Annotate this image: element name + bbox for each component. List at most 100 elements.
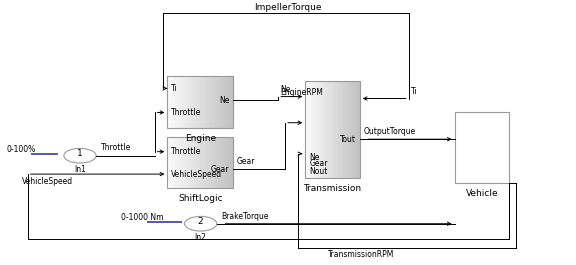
Bar [358,81,361,178]
Bar [194,137,196,188]
Text: Gear: Gear [309,159,328,168]
Text: VehicleSpeed: VehicleSpeed [22,178,73,187]
Bar [197,137,199,188]
Bar [351,81,354,178]
Bar [185,76,188,128]
Bar [174,76,176,128]
Bar [332,81,335,178]
Text: TransmissionRPM: TransmissionRPM [328,250,395,259]
Bar [230,137,232,188]
Bar [312,81,314,178]
Bar [313,81,316,178]
Bar [210,76,213,128]
Bar [172,137,175,188]
Bar [305,81,360,178]
Text: ShiftLogic: ShiftLogic [178,194,223,203]
Bar [170,76,173,128]
Bar [349,81,351,178]
Text: Throttle: Throttle [101,143,132,152]
Text: VehicleSpeed: VehicleSpeed [171,170,222,179]
Bar [180,137,183,188]
Bar [215,137,218,188]
Bar [209,76,211,128]
Bar [220,137,222,188]
Bar [202,137,204,188]
Bar [197,76,199,128]
Bar [223,137,226,188]
Bar [305,81,307,178]
Bar [200,137,203,188]
Bar [309,81,311,178]
Text: 0-1000 Nm: 0-1000 Nm [122,213,164,222]
Bar [308,81,310,178]
Circle shape [64,148,96,163]
Bar [315,81,317,178]
Bar [189,137,191,188]
Bar [324,81,326,178]
Text: Throttle: Throttle [171,108,202,117]
Bar [356,81,358,178]
Bar [199,76,201,128]
Text: EngineRPM: EngineRPM [280,88,323,97]
Bar [319,81,321,178]
Bar [334,81,336,178]
Bar [207,76,209,128]
Bar [205,137,207,188]
Bar [195,76,198,128]
Circle shape [184,217,217,231]
Text: Gear: Gear [211,165,229,174]
Bar [191,137,193,188]
Bar [184,76,186,128]
Bar [335,81,337,178]
Bar [346,81,348,178]
Bar [187,137,190,188]
Bar [342,81,344,178]
Bar [454,112,509,183]
Bar [306,81,309,178]
Bar [189,76,191,128]
Bar [168,137,169,188]
Text: Engine: Engine [185,134,216,143]
Text: Nout: Nout [309,167,328,176]
Bar [205,76,207,128]
Bar [169,76,171,128]
Bar [317,81,320,178]
Bar [195,137,198,188]
Bar [229,76,230,128]
Bar [192,137,194,188]
Bar [168,137,233,188]
Bar [331,81,333,178]
Text: Ne: Ne [280,85,290,94]
Bar [320,81,322,178]
Text: Transmission: Transmission [304,184,362,193]
Bar [185,137,188,188]
Bar [199,137,201,188]
Bar [217,137,219,188]
Bar [170,137,173,188]
Bar [168,76,169,128]
Bar [316,81,318,178]
Bar [341,81,343,178]
Bar [353,81,355,178]
Bar [176,76,178,128]
Bar [212,137,214,188]
Bar [218,76,221,128]
Bar [323,81,325,178]
Bar [180,76,183,128]
Bar [354,81,357,178]
Bar [220,76,222,128]
Bar [347,81,350,178]
Bar [169,137,171,188]
Bar [217,76,219,128]
Text: Ti: Ti [411,87,418,96]
Bar [184,137,186,188]
Bar [177,137,180,188]
Bar [176,137,178,188]
Bar [343,81,346,178]
Bar [204,137,206,188]
Text: OutputTorque: OutputTorque [363,127,415,136]
Text: 2: 2 [198,217,203,226]
Bar [321,81,324,178]
Bar [179,137,181,188]
Bar [338,81,340,178]
